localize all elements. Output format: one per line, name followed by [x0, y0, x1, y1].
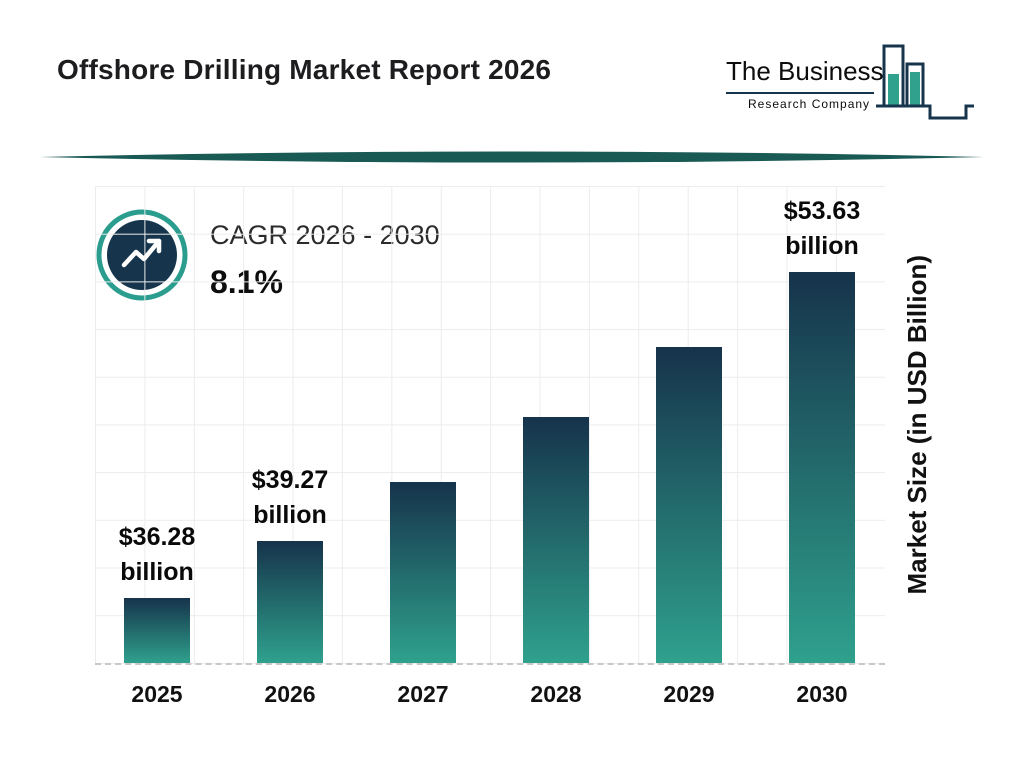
bar-2028	[523, 417, 589, 663]
plot-area: $36.28 billion $39.27 billion $53.63 billion	[95, 186, 885, 665]
bar-value-label-2030: $53.63 billion	[783, 197, 861, 260]
x-axis-label-2030: 2030	[796, 681, 848, 707]
logo-text-line2: Research Company	[748, 97, 871, 111]
x-axis-label-2029: 2029	[663, 681, 715, 707]
bar-2029	[656, 347, 722, 663]
x-axis-label-2025: 2025	[131, 681, 183, 707]
page-title: Offshore Drilling Market Report 2026	[57, 54, 552, 85]
x-axis-label-2028: 2028	[530, 681, 582, 707]
bar-2026	[257, 541, 323, 663]
x-axis-label-2026: 2026	[264, 681, 316, 707]
bar-value-label-2026: $39.27 billion	[251, 466, 329, 529]
x-axis-label-2027: 2027	[397, 681, 449, 707]
y-axis-label-wrap: Market Size (in USD Billion)	[882, 186, 952, 663]
header-divider	[40, 150, 984, 164]
company-logo: The Business Research Company	[716, 42, 976, 122]
y-axis-label: Market Size (in USD Billion)	[901, 254, 932, 595]
logo-divider-rule	[726, 92, 874, 94]
bar-2027	[390, 482, 456, 663]
logo-bars-icon	[874, 42, 978, 127]
logo-text-line1: The Business	[726, 56, 884, 86]
bar-value-label-2025: $36.28 billion	[118, 523, 196, 586]
bar-2025	[124, 598, 190, 663]
bar-2030	[789, 272, 855, 663]
